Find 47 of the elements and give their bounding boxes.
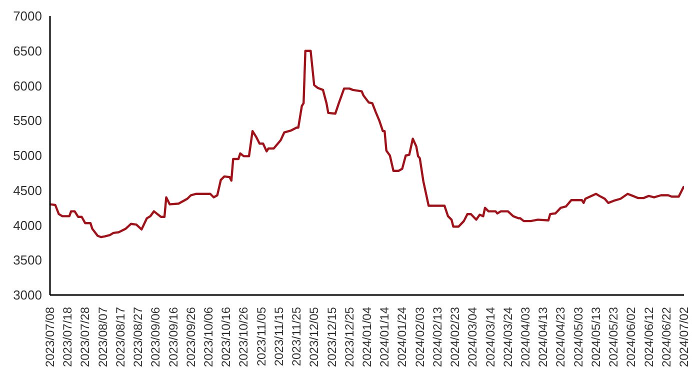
x-tick-label: 2024/07/02 [677,306,691,368]
y-tick-label: 5500 [13,113,42,128]
x-tick-label: 2024/04/03 [518,306,532,368]
x-tick-label: 2024/02/13 [430,306,444,368]
y-tick-label: 4500 [13,182,42,198]
x-tick-label: 2023/07/18 [60,306,75,368]
x-tick-label: 2024/04/13 [536,306,550,368]
y-tick-label: 4000 [13,218,42,233]
x-tick-label: 2023/11/15 [272,306,286,366]
line-series [50,50,684,238]
x-tick-label: 2023/08/27 [131,306,146,368]
x-tick-label: 2023/09/26 [184,306,198,368]
x-tick-label: 2024/03/24 [500,306,515,368]
x-tick-label: 2023/12/15 [324,306,339,368]
x-tick-label: 2023/12/25 [342,306,356,368]
x-tick-label: 2024/06/12 [642,306,656,368]
x-tick-label: 2024/06/02 [624,306,638,368]
x-tick-label: 2024/02/03 [412,306,427,368]
x-tick-label: 2023/08/17 [113,306,128,368]
y-tick-label: 6000 [13,78,42,94]
x-tick-label: 2023/09/06 [148,306,163,368]
x-tick-label: 2024/01/24 [395,306,410,368]
x-tick-label: 2023/07/28 [78,306,92,368]
x-tick-label: 2024/05/13 [588,306,603,368]
x-tick-label: 2024/03/14 [483,306,498,368]
x-tick-label: 2023/12/05 [307,306,322,368]
x-tick-label: 2023/11/25 [290,306,304,366]
y-tick-label: 5000 [13,148,42,164]
x-tick-label: 2024/04/23 [554,306,568,368]
x-tick-label: 2023/11/05 [254,306,268,366]
x-tick-label: 2024/02/23 [448,306,462,368]
x-tick-label: 2024/05/23 [606,306,621,368]
y-tick-label: 3500 [13,252,42,268]
x-tick-label: 2023/09/16 [166,306,180,368]
x-tick-label: 2023/10/06 [202,306,216,368]
x-tick-label: 2024/05/03 [571,306,586,368]
x-tick-label: 2023/10/26 [236,306,251,368]
y-tick-label: 7000 [13,8,42,24]
x-tick-label: 2024/01/14 [378,306,392,368]
x-tick-label: 2023/10/16 [219,306,234,368]
y-tick-label: 3000 [13,288,42,303]
x-tick-label: 2024/03/04 [466,306,480,368]
x-tick-label: 2024/01/04 [360,306,374,368]
x-tick-label: 2023/08/07 [96,306,110,368]
x-tick-label: 2023/07/08 [43,306,57,368]
y-tick-label: 6500 [13,43,42,58]
x-tick-label: 2024/06/22 [659,306,674,368]
